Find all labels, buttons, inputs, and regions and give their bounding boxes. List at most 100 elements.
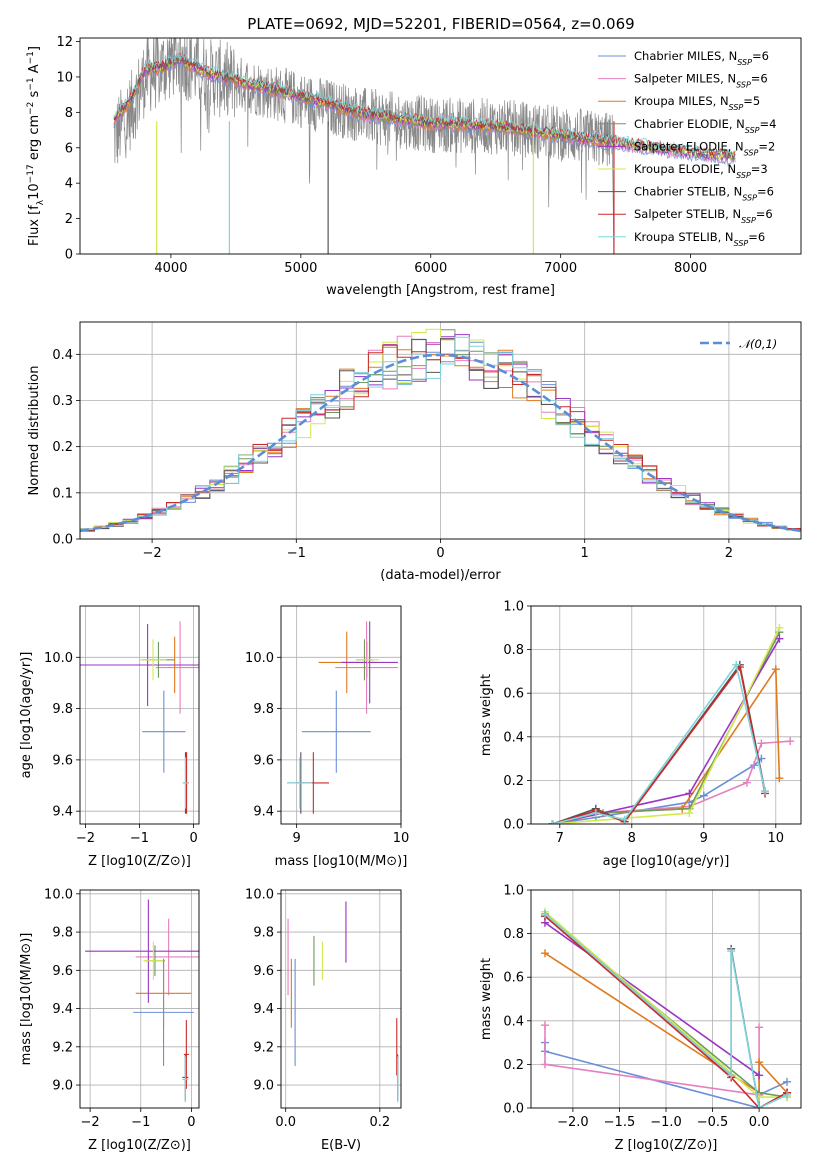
- legend-entry: Salpeter ELODIE, NSSP=2: [634, 139, 775, 157]
- legend-entry: Kroupa MILES, NSSP=5: [634, 94, 760, 112]
- panel-mass_weight_vs_age: 7 8 9 10 0.0 0.2 0.4 0.6 0.8 1.0 age [log10(age/yr…: [479, 600, 802, 869]
- y-tick-label: 9.4: [253, 805, 274, 820]
- y-tick-label: 9.4: [52, 1002, 73, 1017]
- panel-mass_vs_z: −2 −1 0 9.0 9.2 9.4 9.6 9.8 10.0 Z [log10(Z/Z⊙)] m…: [19, 887, 200, 1153]
- y-tick-label: 0.0: [52, 533, 73, 548]
- y-tick-label: 1.0: [503, 884, 524, 899]
- weight-marker: [685, 789, 694, 798]
- y-tick-label: 0: [65, 248, 73, 263]
- x-tick-label: −0.5: [697, 1115, 729, 1130]
- y-tick-label: 8: [65, 106, 73, 121]
- x-axis-label: Z [log10(Z/Z⊙)]: [615, 1138, 718, 1153]
- x-tick-label: 1: [581, 546, 589, 561]
- axes-frame: [530, 605, 802, 825]
- panel-mass_weight_vs_z: −2.0 −1.5 −1.0 −0.5 0.0 0.0 0.2 0.4 0.6 0.8 1.0 Z […: [479, 884, 802, 1153]
- weight-series: [548, 623, 784, 824]
- weight-series: [548, 663, 769, 824]
- axes-frame: [280, 605, 402, 825]
- errorbar-point: [135, 958, 192, 1028]
- y-tick-label: 10: [56, 70, 73, 85]
- plot-layer: 4000 5000 6000 7000 8000024681012wavelength …: [19, 35, 802, 1153]
- errorbar-point: [85, 899, 199, 1003]
- x-tick-label: 7000: [544, 261, 577, 276]
- y-tick-label: 0.3: [52, 394, 73, 409]
- x-tick-label: −2: [81, 1115, 100, 1130]
- weight-series: [548, 660, 769, 824]
- y-tick-label: 0.8: [503, 643, 524, 658]
- y-axis-label: Flux [fλ10−17 erg cm−2 s−1 A−1]: [26, 46, 46, 246]
- legend-entry: 𝒩(0,1): [739, 337, 777, 351]
- weight-marker: [775, 623, 784, 632]
- y-tick-label: 0.6: [503, 687, 524, 702]
- x-tick-label: −1.0: [650, 1115, 682, 1130]
- weight-marker: [743, 778, 751, 787]
- errorbar-point: [135, 918, 199, 996]
- y-axis-label: mass weight: [479, 674, 494, 756]
- weight-marker: [548, 820, 557, 824]
- y-tick-label: 9.6: [253, 753, 274, 768]
- weight-marker: [540, 1060, 549, 1069]
- weight-series: [548, 660, 769, 824]
- x-tick-label: 9: [293, 831, 301, 846]
- y-tick-label: 9.6: [52, 964, 73, 979]
- chart-title: PLATE=0692, MJD=52201, FIBERID=0564, z=0…: [247, 15, 634, 33]
- weight-marker: [591, 809, 600, 818]
- y-tick-label: 6: [65, 141, 73, 156]
- weight-series: [548, 634, 784, 824]
- weight-marker: [775, 634, 784, 643]
- x-tick-label: 10: [768, 831, 785, 846]
- panel-spectrum: 4000 5000 6000 7000 8000 0 2 4 6 8 10 12 wavelength …: [26, 35, 802, 298]
- x-tick-label: 8000: [674, 261, 707, 276]
- y-tick-label: 9.0: [253, 1079, 274, 1094]
- weight-marker: [755, 1023, 764, 1032]
- errorbar-point: [139, 639, 167, 681]
- x-tick-label: 0.0: [275, 1115, 296, 1130]
- weight-marker: [783, 1090, 792, 1099]
- errorbar-point: [335, 621, 398, 714]
- weight-marker: [699, 791, 708, 800]
- x-tick-label: 9: [700, 831, 708, 846]
- errorbar-point: [142, 690, 186, 773]
- x-axis-label: wavelength [Angstrom, rest frame]: [326, 283, 555, 298]
- x-tick-label: −1.5: [604, 1115, 636, 1130]
- weight-marker: [540, 909, 549, 918]
- y-tick-label: 9.8: [253, 926, 274, 941]
- x-tick-label: −2: [143, 546, 162, 561]
- y-tick-label: 9.8: [253, 702, 274, 717]
- errorbar-point: [356, 641, 380, 678]
- y-tick-label: 0.0: [503, 818, 524, 833]
- y-tick-label: 0.1: [52, 486, 73, 501]
- x-tick-label: 4000: [154, 261, 187, 276]
- weight-marker: [755, 1071, 764, 1080]
- axes-frame: [280, 889, 402, 1109]
- legend-entry: Salpeter STELIB, NSSP=6: [634, 207, 773, 225]
- y-tick-label: 0.2: [52, 440, 73, 455]
- histogram-series: [80, 336, 801, 531]
- x-axis-label: Z [log10(Z/Z⊙)]: [88, 854, 191, 869]
- panel-age_vs_mass: 9 10 9.4 9.6 9.8 10.0 mass [log10(M/M⊙)]: [245, 605, 409, 869]
- errorbar-point: [80, 623, 199, 707]
- y-axis-label: mass [log10(M/M⊙)]: [19, 933, 34, 1066]
- weight-series: [548, 665, 784, 824]
- y-tick-label: 0.6: [503, 971, 524, 986]
- y-tick-label: 9.4: [52, 805, 73, 820]
- legend-entry: Chabrier STELIB, NSSP=6: [634, 185, 774, 203]
- x-tick-label: 2: [725, 546, 733, 561]
- weight-marker: [786, 737, 795, 746]
- weight-marker: [783, 1077, 792, 1086]
- panel-age_vs_z: −2 −1 0 9.4 9.6 9.8 10.0 Z [log10(Z/Z⊙)] age [lo…: [19, 605, 200, 869]
- axes-frame: [79, 605, 200, 825]
- x-tick-label: 8: [628, 831, 636, 846]
- legend-entry: Chabrier MILES, NSSP=6: [634, 49, 769, 67]
- errorbar-point: [182, 1056, 189, 1103]
- weight-marker: [540, 949, 549, 958]
- y-tick-label: 1.0: [503, 600, 524, 615]
- y-tick-label: 10.0: [245, 887, 274, 902]
- x-tick-label: 6000: [414, 261, 447, 276]
- y-tick-label: 10.0: [44, 887, 73, 902]
- y-tick-label: 10.0: [44, 651, 73, 666]
- errorbar-point: [287, 757, 313, 809]
- axes-frame: [79, 889, 200, 1109]
- weight-marker: [727, 947, 736, 956]
- spectrum-model-line: [113, 53, 736, 158]
